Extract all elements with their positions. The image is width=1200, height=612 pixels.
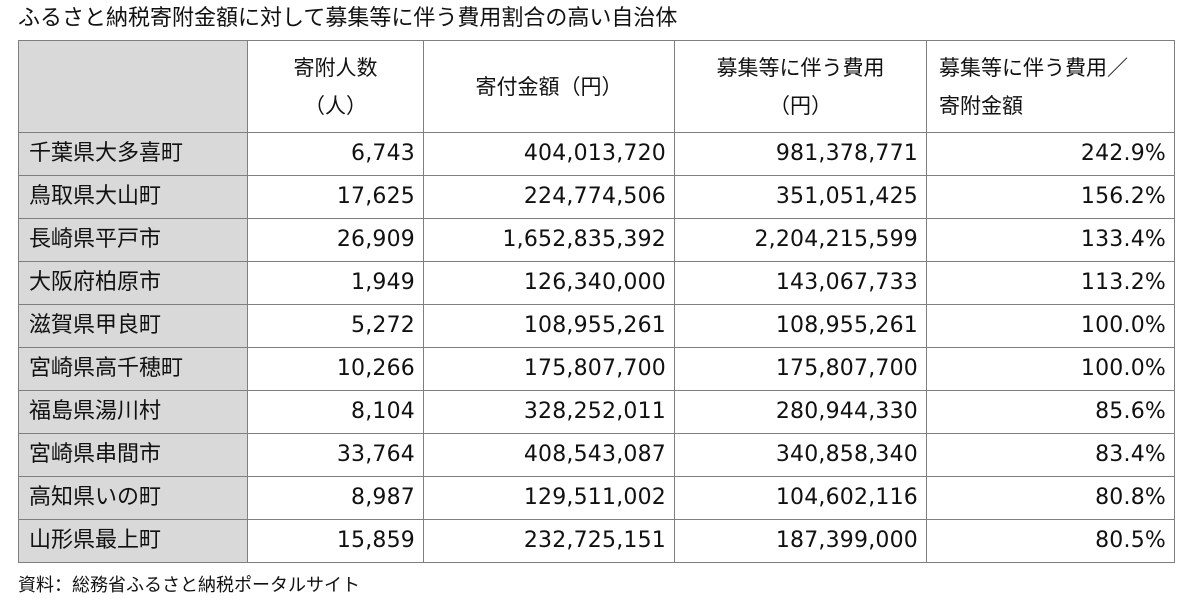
donors-cell: 26,909 xyxy=(247,218,424,262)
ratio-cell: 100.0% xyxy=(926,347,1175,391)
header-cost: 募集等に伴う費用 （円） xyxy=(674,40,927,133)
data-table: 寄附人数 （人） 寄付金額（円） 募集等に伴う費用 （円） 募集等に伴う費用／ … xyxy=(18,40,1175,563)
municipality-cell: 福島県湯川村 xyxy=(18,390,248,434)
donors-cell: 8,987 xyxy=(247,476,424,520)
donors-cell: 1,949 xyxy=(247,261,424,305)
municipality-cell: 滋賀県甲良町 xyxy=(18,304,248,348)
municipality-cell: 大阪府柏原市 xyxy=(18,261,248,305)
cost-cell: 351,051,425 xyxy=(674,175,927,219)
donors-cell: 6,743 xyxy=(247,132,424,176)
table-row: 高知県いの町 8,987 129,511,002 104,602,116 80.… xyxy=(18,476,1175,520)
ratio-cell: 80.5% xyxy=(926,519,1175,563)
header-ratio-line1: 募集等に伴う費用／ xyxy=(939,55,1128,80)
amount-cell: 224,774,506 xyxy=(423,175,675,219)
table-row: 山形県最上町 15,859 232,725,151 187,399,000 80… xyxy=(18,519,1175,563)
ratio-cell: 83.4% xyxy=(926,433,1175,477)
table-row: 大阪府柏原市 1,949 126,340,000 143,067,733 113… xyxy=(18,261,1175,305)
table-row: 福島県湯川村 8,104 328,252,011 280,944,330 85.… xyxy=(18,390,1175,434)
ratio-cell: 242.9% xyxy=(926,132,1175,176)
cost-cell: 280,944,330 xyxy=(674,390,927,434)
cost-cell: 104,602,116 xyxy=(674,476,927,520)
header-amount-label: 寄付金額（円） xyxy=(475,74,623,99)
table-header: 寄附人数 （人） 寄付金額（円） 募集等に伴う費用 （円） 募集等に伴う費用／ … xyxy=(18,40,1175,133)
header-cost-line1: 募集等に伴う費用 xyxy=(716,55,885,80)
header-amount: 寄付金額（円） xyxy=(423,40,675,133)
municipality-cell: 長崎県平戸市 xyxy=(18,218,248,262)
cost-cell: 981,378,771 xyxy=(674,132,927,176)
amount-cell: 1,652,835,392 xyxy=(423,218,675,262)
page-title: ふるさと納税寄附金額に対して募集等に伴う費用割合の高い自治体 xyxy=(18,6,678,31)
amount-cell: 404,013,720 xyxy=(423,132,675,176)
municipality-cell: 千葉県大多喜町 xyxy=(18,132,248,176)
amount-cell: 129,511,002 xyxy=(423,476,675,520)
header-donors-line1: 寄附人数 xyxy=(293,55,378,80)
header-donors-line2: （人） xyxy=(304,93,367,118)
cost-cell: 108,955,261 xyxy=(674,304,927,348)
ratio-cell: 80.8% xyxy=(926,476,1175,520)
donors-cell: 5,272 xyxy=(247,304,424,348)
ratio-cell: 85.6% xyxy=(926,390,1175,434)
municipality-cell: 山形県最上町 xyxy=(18,519,248,563)
cost-cell: 340,858,340 xyxy=(674,433,927,477)
table-row: 宮崎県高千穂町 10,266 175,807,700 175,807,700 1… xyxy=(18,347,1175,391)
municipality-cell: 宮崎県串間市 xyxy=(18,433,248,477)
donors-cell: 8,104 xyxy=(247,390,424,434)
header-cost-line2: （円） xyxy=(769,93,832,118)
cost-cell: 187,399,000 xyxy=(674,519,927,563)
donors-cell: 10,266 xyxy=(247,347,424,391)
cost-cell: 143,067,733 xyxy=(674,261,927,305)
cost-cell: 2,204,215,599 xyxy=(674,218,927,262)
source-note: 資料：総務省ふるさと納税ポータルサイト xyxy=(18,575,360,596)
amount-cell: 232,725,151 xyxy=(423,519,675,563)
cost-cell: 175,807,700 xyxy=(674,347,927,391)
header-corner-cell xyxy=(18,40,248,133)
municipality-cell: 宮崎県高千穂町 xyxy=(18,347,248,391)
donors-cell: 15,859 xyxy=(247,519,424,563)
header-ratio: 募集等に伴う費用／ 寄附金額 xyxy=(926,40,1175,133)
amount-cell: 328,252,011 xyxy=(423,390,675,434)
table-row: 鳥取県大山町 17,625 224,774,506 351,051,425 15… xyxy=(18,175,1175,219)
amount-cell: 175,807,700 xyxy=(423,347,675,391)
amount-cell: 126,340,000 xyxy=(423,261,675,305)
header-donors: 寄附人数 （人） xyxy=(247,40,424,133)
ratio-cell: 133.4% xyxy=(926,218,1175,262)
table-body: 千葉県大多喜町 6,743 404,013,720 981,378,771 24… xyxy=(18,132,1175,563)
municipality-cell: 高知県いの町 xyxy=(18,476,248,520)
header-row: 寄附人数 （人） 寄付金額（円） 募集等に伴う費用 （円） 募集等に伴う費用／ … xyxy=(18,40,1175,133)
table-row: 宮崎県串間市 33,764 408,543,087 340,858,340 83… xyxy=(18,433,1175,477)
amount-cell: 408,543,087 xyxy=(423,433,675,477)
table-row: 千葉県大多喜町 6,743 404,013,720 981,378,771 24… xyxy=(18,132,1175,176)
amount-cell: 108,955,261 xyxy=(423,304,675,348)
ratio-cell: 113.2% xyxy=(926,261,1175,305)
table-row: 長崎県平戸市 26,909 1,652,835,392 2,204,215,59… xyxy=(18,218,1175,262)
header-ratio-line2: 寄附金額 xyxy=(939,93,1023,118)
ratio-cell: 100.0% xyxy=(926,304,1175,348)
municipality-cell: 鳥取県大山町 xyxy=(18,175,248,219)
ratio-cell: 156.2% xyxy=(926,175,1175,219)
donors-cell: 17,625 xyxy=(247,175,424,219)
donors-cell: 33,764 xyxy=(247,433,424,477)
table-row: 滋賀県甲良町 5,272 108,955,261 108,955,261 100… xyxy=(18,304,1175,348)
